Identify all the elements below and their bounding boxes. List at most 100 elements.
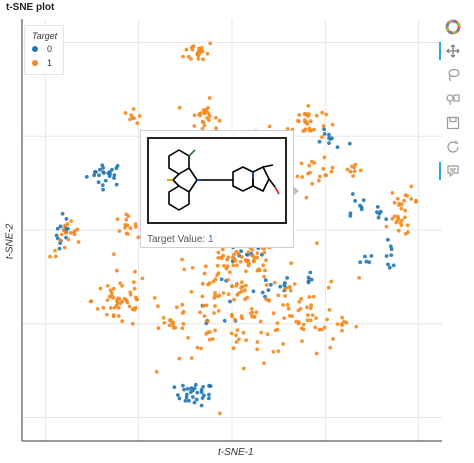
data-point-0-7-4 bbox=[389, 253, 394, 257]
data-point-1-0-7 bbox=[196, 56, 201, 61]
data-point-1-15-31 bbox=[182, 267, 187, 272]
data-point-0-7-6 bbox=[391, 263, 396, 268]
data-point-0-2-20 bbox=[185, 387, 190, 391]
data-point-1-11-17 bbox=[128, 292, 133, 297]
legend-label-0: 0 bbox=[47, 44, 53, 54]
data-point-1-12-16 bbox=[232, 252, 236, 257]
data-point-0-2-13 bbox=[188, 390, 193, 395]
data-point-1-15-44 bbox=[156, 304, 160, 309]
data-point-1-17-4 bbox=[340, 315, 344, 320]
legend-swatch-1 bbox=[32, 60, 38, 66]
data-point-1-0-11 bbox=[181, 54, 186, 59]
data-point-0-4-7 bbox=[347, 141, 352, 146]
data-point-1-7-4 bbox=[403, 208, 408, 213]
data-point-0-10-7 bbox=[285, 276, 289, 280]
data-point-1-15-13 bbox=[329, 279, 334, 284]
data-point-1-15-138 bbox=[259, 330, 264, 335]
tooltip-value: 1 bbox=[207, 234, 214, 245]
data-point-1-14-0 bbox=[261, 263, 266, 268]
data-point-1-3-16 bbox=[320, 110, 325, 115]
data-point-1-3-27 bbox=[306, 104, 311, 108]
data-point-1-15-82 bbox=[281, 342, 286, 346]
data-point-0-13-0 bbox=[219, 277, 224, 282]
lasso-select-icon[interactable] bbox=[442, 64, 464, 86]
data-point-0-2-23 bbox=[201, 385, 206, 389]
data-point-0-4-3 bbox=[327, 141, 331, 146]
data-point-1-15-84 bbox=[218, 411, 222, 416]
data-point-1-15-5 bbox=[156, 326, 161, 331]
data-point-0-0-20 bbox=[114, 182, 119, 187]
legend: Target 0 1 bbox=[24, 25, 64, 75]
data-point-1-3-24 bbox=[302, 128, 307, 133]
data-point-1-16-10 bbox=[317, 327, 322, 332]
data-point-0-10-4 bbox=[269, 282, 273, 287]
data-point-1-15-83 bbox=[255, 255, 260, 260]
grid bbox=[22, 19, 442, 441]
data-point-1-15-7 bbox=[206, 319, 210, 324]
data-point-1-12-13 bbox=[220, 247, 225, 252]
data-point-1-16-11 bbox=[310, 313, 315, 317]
wheel-zoom-icon[interactable] bbox=[442, 88, 464, 110]
data-point-1-18-8 bbox=[171, 322, 175, 327]
data-point-1-15-114 bbox=[212, 311, 216, 315]
data-point-1-10-10 bbox=[63, 223, 67, 228]
data-point-1-5-2 bbox=[317, 178, 321, 183]
data-point-1-17-7 bbox=[339, 322, 344, 327]
data-point-1-15-136 bbox=[233, 317, 237, 322]
data-point-1-1-24 bbox=[207, 96, 212, 100]
data-point-1-1-15 bbox=[217, 118, 222, 123]
data-point-1-16-21 bbox=[296, 308, 301, 313]
data-point-1-3-3 bbox=[321, 124, 326, 128]
data-point-1-15-23 bbox=[199, 346, 204, 351]
data-point-1-15-80 bbox=[241, 366, 246, 371]
data-point-1-0-15 bbox=[189, 57, 193, 61]
data-point-1-17-1 bbox=[335, 322, 340, 326]
save-icon[interactable] bbox=[442, 112, 464, 134]
data-point-1-0-18 bbox=[205, 51, 210, 56]
data-point-1-1-23 bbox=[206, 106, 210, 110]
data-point-1-15-103 bbox=[257, 268, 262, 273]
data-point-1-12-8 bbox=[240, 255, 244, 259]
data-point-1-0-21 bbox=[196, 53, 201, 58]
data-point-1-0-19 bbox=[208, 41, 213, 46]
data-point-1-15-59 bbox=[177, 356, 182, 361]
data-point-1-15-57 bbox=[255, 347, 260, 352]
data-point-1-15-137 bbox=[238, 259, 243, 264]
legend-title: Target bbox=[32, 31, 58, 41]
data-point-1-14-14 bbox=[250, 248, 255, 252]
data-point-1-15-4 bbox=[200, 281, 205, 286]
data-point-1-15-133 bbox=[315, 241, 319, 246]
data-point-1-15-97 bbox=[204, 264, 208, 269]
hover-icon[interactable] bbox=[439, 160, 464, 182]
data-point-1-1-9 bbox=[205, 116, 210, 120]
legend-item-0[interactable]: 0 bbox=[32, 43, 52, 55]
data-point-0-8-2 bbox=[358, 260, 363, 265]
data-point-1-9-7 bbox=[123, 223, 128, 227]
data-point-0-4-5 bbox=[327, 132, 331, 137]
data-point-1-15-11 bbox=[232, 297, 237, 302]
data-point-1-1-1 bbox=[214, 116, 218, 120]
data-point-1-2-3 bbox=[137, 114, 142, 118]
data-point-0-0-18 bbox=[101, 187, 105, 192]
data-point-1-11-44 bbox=[114, 268, 119, 273]
legend-item-1[interactable]: 1 bbox=[32, 57, 52, 69]
data-point-1-11-7 bbox=[127, 304, 132, 309]
hover-tooltip: Target Value: 1 bbox=[140, 130, 299, 248]
data-point-1-12-15 bbox=[222, 264, 226, 268]
data-point-1-15-99 bbox=[221, 291, 226, 295]
tooltip-label: Target Value: bbox=[147, 234, 206, 245]
data-point-0-5-7 bbox=[350, 192, 355, 196]
data-point-1-10-17 bbox=[58, 238, 63, 243]
data-point-1-15-78 bbox=[235, 328, 240, 332]
data-point-1-10-15 bbox=[76, 240, 81, 244]
data-point-1-15-139 bbox=[202, 271, 207, 276]
data-point-0-0-8 bbox=[96, 180, 101, 185]
data-point-1-15-8 bbox=[226, 292, 231, 296]
data-point-1-0-16 bbox=[200, 49, 205, 54]
reset-icon[interactable] bbox=[442, 136, 464, 158]
data-point-1-15-37 bbox=[241, 330, 246, 335]
bokeh-logo-icon[interactable] bbox=[442, 16, 464, 38]
data-point-1-9-11 bbox=[133, 222, 138, 227]
pan-icon[interactable] bbox=[439, 40, 464, 62]
data-point-0-6-5 bbox=[376, 215, 381, 220]
